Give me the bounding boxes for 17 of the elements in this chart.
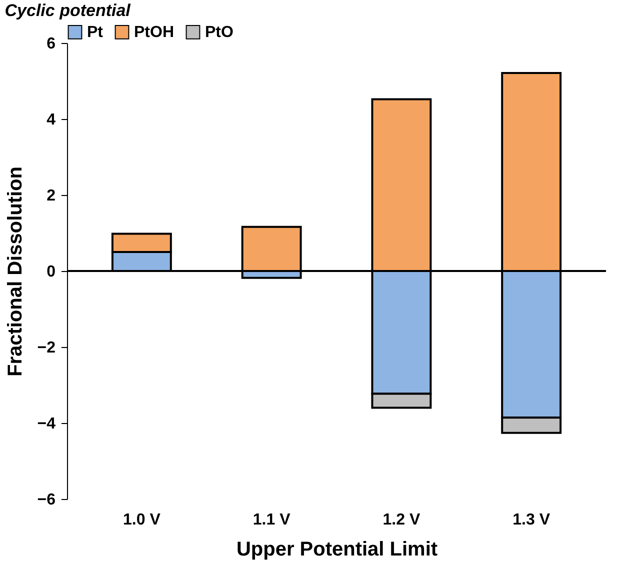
y-tick-label: 6 (46, 36, 56, 52)
legend-label: PtOH (134, 24, 174, 42)
y-tick-label: 4 (46, 112, 56, 128)
chart-title: Cyclic potential (4, 1, 132, 20)
x-tick-label: 1.1 V (252, 512, 291, 528)
y-tick-label: −2 (37, 340, 56, 356)
x-tick-label: 1.2 V (382, 512, 420, 528)
legend-label: PtO (205, 24, 234, 42)
x-axis-title: Upper Potential Limit (236, 538, 438, 560)
x-tick-label: 1.0 V (123, 512, 161, 528)
y-axis-title: Fractional Dissolution (4, 166, 26, 377)
y-tick-label: −6 (37, 492, 56, 508)
y-tick-label: 0 (46, 264, 56, 280)
x-tick-label: 1.3 V (512, 512, 550, 528)
y-tick-label: 2 (46, 188, 56, 204)
y-tick-label: −4 (37, 416, 56, 432)
legend-label: Pt (87, 24, 104, 42)
